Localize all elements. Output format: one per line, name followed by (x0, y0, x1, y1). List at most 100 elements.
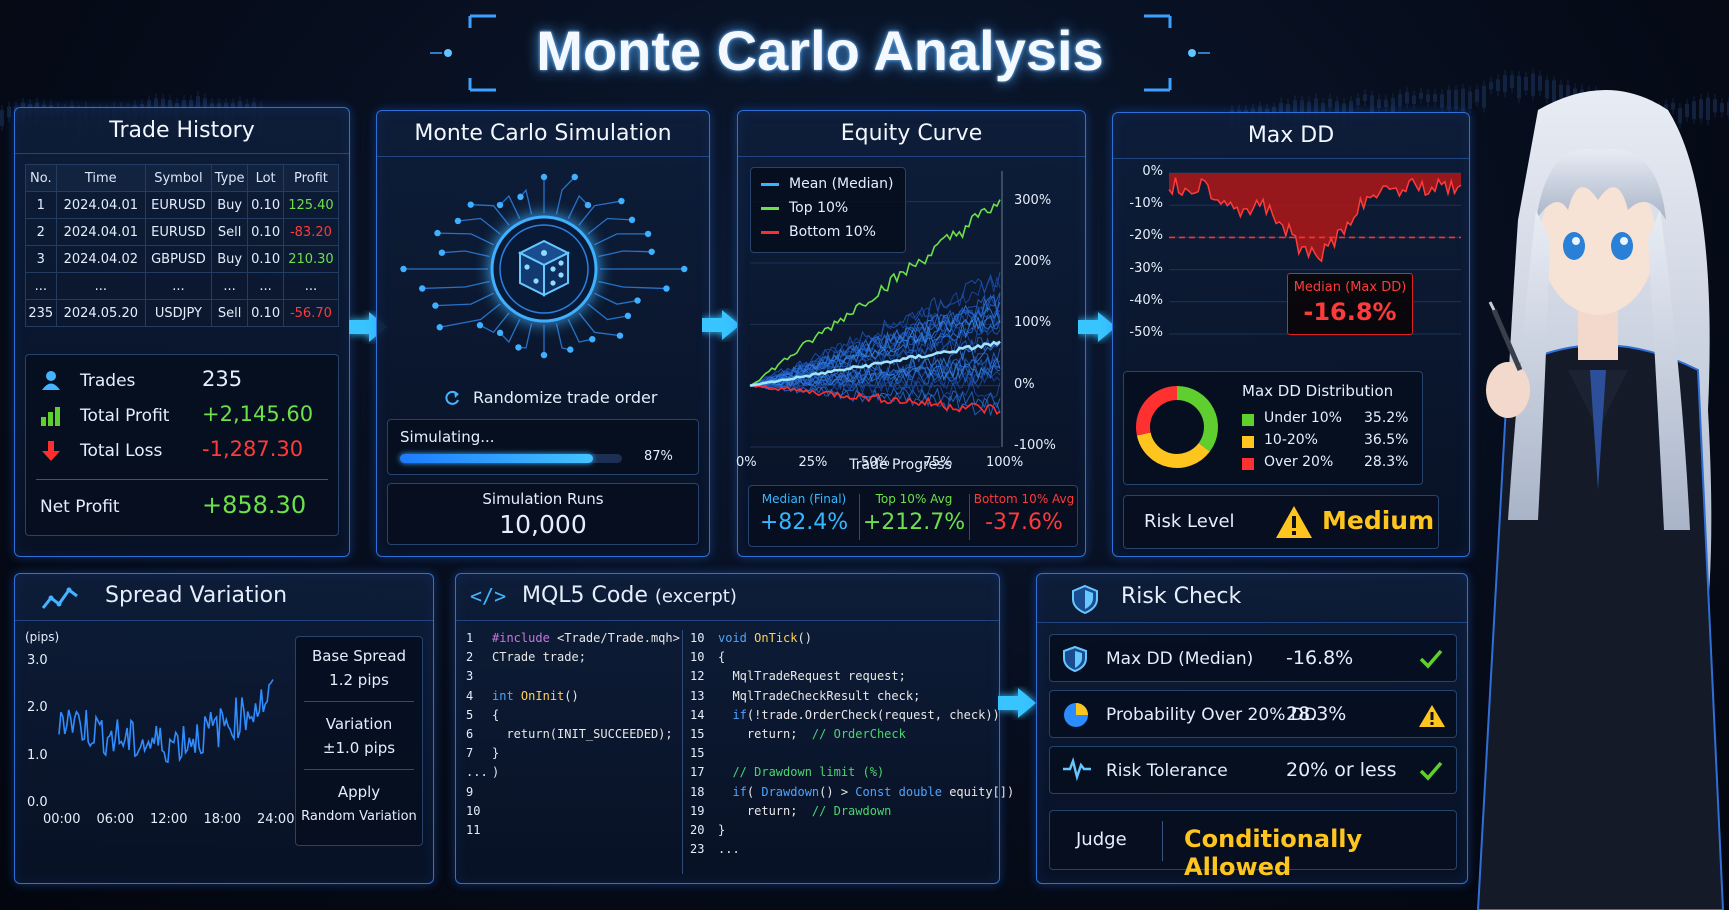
dist-label: Over 20% (1264, 454, 1334, 470)
judge-value: Conditionally Allowed (1184, 825, 1363, 881)
net-profit-label: Net Profit (40, 497, 120, 517)
table-cell-type: Sell (210, 299, 249, 327)
spread-x-tick: 24:00 (257, 812, 295, 827)
code-line-number: 3 (466, 669, 474, 684)
code-icon: </> (470, 584, 507, 608)
median-dd-label: Median (Max DD) (1293, 280, 1407, 295)
code-line-number: 2 (466, 650, 474, 665)
variation-value: ±1.0 pips (322, 739, 396, 757)
code-panel: </> MQL5 Code (excerpt) 1 2 3 4 5 6 7... 9 10 11 … (455, 573, 1014, 884)
equity-chart (749, 171, 1003, 448)
spread-y-tick: 2.0 (27, 700, 48, 716)
table-cell-type: Sell (210, 218, 249, 246)
flow-arrow-icon (998, 688, 1036, 718)
risk-check-item: Max DD (Median) -16.8% (1049, 634, 1457, 682)
progress-text: 87% (644, 449, 673, 464)
character-illustration (1476, 90, 1725, 910)
legend-label: Top 10% (789, 200, 849, 216)
trade-table-header: Symbol (144, 164, 212, 192)
spread-panel: Spread Variation (pips) 3.0 2.0 1.0 0.0 00:… (14, 573, 434, 884)
equity-y-tick: 100% (1014, 315, 1052, 331)
table-cell-profit: 125.40 (282, 191, 340, 219)
code-line-number: 11 (466, 822, 481, 837)
dice-network-icon (400, 173, 688, 359)
trade-table-header: No. (25, 164, 57, 192)
equity-stat-label: Bottom 10% Avg (973, 492, 1075, 506)
dist-swatch (1242, 414, 1254, 426)
check-icon (1418, 647, 1444, 675)
equity-stat-value: +82.4% (759, 510, 849, 535)
dist-label: Under 10% (1264, 410, 1342, 426)
trade-table-header: Type (210, 164, 249, 192)
code-line-number: 15 (690, 746, 705, 761)
code-line-number: 13 (690, 688, 705, 703)
risk-level-label: Risk Level (1144, 511, 1235, 532)
code-line-numbers-left: 1 2 3 4 5 6 7... 9 10 11 (466, 629, 488, 840)
runs-value: 10,000 (499, 510, 587, 539)
trade-table: No. Time Symbol Type Lot Profit 1 2024.04.01 EU… (25, 164, 340, 327)
table-cell-symbol: ... (144, 272, 212, 300)
table-cell-no: 1 (25, 191, 57, 219)
header-frame (430, 14, 1210, 92)
risk-level-box: Risk Level Medium (1123, 495, 1439, 549)
judge-label: Judge (1076, 829, 1127, 850)
table-cell-type: Buy (210, 191, 249, 219)
check-icon (1418, 759, 1444, 787)
table-cell-profit: ... (282, 272, 340, 300)
risk-item-value: 28.3% (1286, 703, 1347, 725)
code-title-wrap: MQL5 Code (excerpt) (522, 583, 737, 608)
equity-stats: Median (Final) +82.4% Top 10% Avg +212.7% Bo… (748, 485, 1078, 547)
spread-y-tick: 3.0 (27, 653, 48, 668)
shield-icon (1062, 645, 1088, 677)
table-cell-time: 2024.04.02 (55, 245, 146, 273)
trade-history-title: Trade History (15, 108, 349, 154)
dist-value: 35.2% (1364, 410, 1409, 426)
code-line-number: 1 (466, 631, 474, 645)
runs-label: Simulation Runs (482, 490, 604, 508)
table-cell-no: 3 (25, 245, 57, 273)
legend-entry: Bottom 10% (761, 224, 876, 240)
equity-x-tick: 50% (861, 455, 890, 470)
total-loss-label: Total Loss (80, 441, 163, 461)
risk-item-value: -16.8% (1286, 647, 1354, 669)
warning-icon (1276, 506, 1312, 538)
total-profit-label: Total Profit (80, 406, 170, 426)
trade-table-header: Profit (282, 164, 340, 192)
table-cell-lot: 0.10 (247, 299, 284, 327)
dist-swatch (1242, 436, 1254, 448)
dd-y-tick: -30% (1129, 260, 1163, 276)
warning-icon (1418, 703, 1446, 733)
equity-y-tick: -100% (1014, 438, 1056, 453)
equity-panel: Equity Curve Mean (Median) Top 10% Bottom … (736, 110, 1086, 557)
code-column-divider (682, 630, 683, 874)
donut-slice (1136, 432, 1210, 468)
flow-arrow-icon (1078, 312, 1116, 342)
table-cell-profit: 210.30 (282, 245, 340, 273)
trades-value: 235 (202, 367, 243, 391)
risk-item-value: 20% or less (1286, 759, 1397, 781)
risk-item-label: Max DD (Median) (1106, 649, 1254, 669)
header: Monte Carlo Analysis (430, 10, 1210, 96)
simulation-title: Monte Carlo Simulation (377, 111, 709, 157)
table-cell-type: Buy (210, 245, 249, 273)
code-left-column: #include <Trade/Trade.mqh> CTrade trade;… (492, 631, 680, 780)
risk-item-label: Risk Tolerance (1106, 761, 1228, 781)
table-cell-profit: -83.20 (282, 218, 340, 246)
table-cell-no: 235 (25, 299, 57, 327)
code-title-divider (456, 620, 999, 621)
code-line-number: 15 (690, 726, 705, 741)
max-dd-title: Max DD (1113, 113, 1469, 159)
equity-title: Equity Curve (738, 111, 1085, 157)
table-cell-lot: 0.10 (247, 191, 284, 219)
dd-y-tick: -20% (1129, 228, 1163, 244)
table-cell-no: ... (25, 272, 57, 300)
spread-title-divider (15, 620, 433, 621)
table-cell-symbol: EURUSD (144, 191, 212, 219)
progress-track (400, 454, 622, 463)
trades-label: Trades (80, 371, 136, 391)
equity-xlabel: Trade Progress (849, 457, 952, 473)
table-cell-no: 2 (25, 218, 57, 246)
code-line-number: 10 (466, 803, 481, 818)
spread-settings: Base Spread 1.2 pips Variation ±1.0 pips… (295, 636, 423, 846)
dd-y-tick: -40% (1129, 292, 1163, 308)
